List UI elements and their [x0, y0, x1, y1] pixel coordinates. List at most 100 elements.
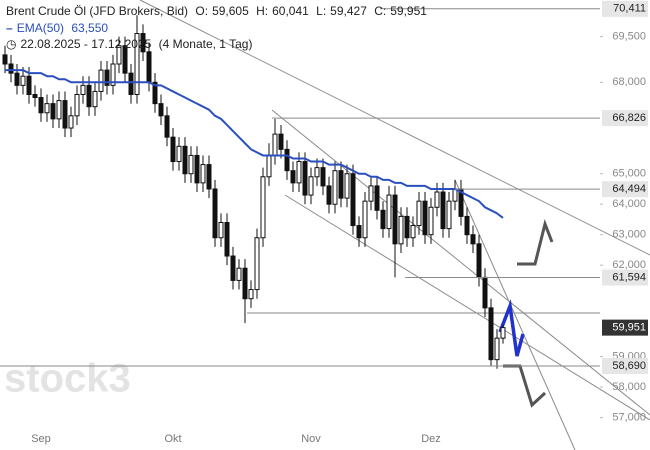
trend-line — [271, 109, 650, 416]
candle-body — [62, 100, 68, 129]
level-label-box — [602, 110, 648, 127]
candle-body — [104, 69, 110, 86]
level-label-box — [602, 181, 648, 198]
trend-line — [454, 179, 576, 450]
candle-body — [356, 225, 362, 239]
y-tick-label: 69,500 — [612, 30, 646, 42]
candle-body — [26, 75, 32, 95]
legend-value: 63,550 — [71, 20, 109, 35]
trend-line — [139, 0, 650, 256]
candle-body — [500, 327, 506, 339]
projection-arrow — [517, 219, 554, 266]
level-label: 66,826 — [612, 112, 646, 124]
candle-body — [494, 337, 500, 361]
candle-body — [428, 206, 434, 236]
level-label: 58,690 — [612, 360, 646, 372]
candle-body — [446, 200, 452, 230]
candle-body — [308, 176, 314, 196]
candle-body — [152, 81, 158, 105]
candle-body — [32, 93, 38, 99]
candle-body — [224, 222, 230, 257]
candle-body — [122, 45, 128, 74]
projection-arrow — [503, 364, 547, 408]
candle-body — [410, 225, 416, 239]
x-tick-label: Sep — [31, 433, 51, 445]
candle-body — [284, 148, 290, 172]
candle-body — [200, 164, 206, 184]
candle-body — [68, 115, 74, 129]
candle-body — [134, 33, 140, 95]
date-range: 22.08.2025 - 17.12.2025 — [20, 37, 152, 51]
candle-body — [386, 194, 392, 230]
candle-body — [332, 170, 338, 205]
candle-body — [194, 154, 200, 184]
candle-body — [464, 215, 470, 236]
candle-body — [146, 51, 152, 83]
x-tick-label: Nov — [301, 433, 321, 445]
ohlc-value: 60,041 — [272, 4, 309, 18]
chart-title: Brent Crude Öl (JFD Brokers, Bid) — [6, 4, 189, 18]
candle-body — [278, 133, 284, 150]
level-label: 61,594 — [612, 271, 646, 283]
y-tick-label: 64,000 — [612, 198, 646, 210]
range-line: ◷ 22.08.2025 - 17.12.2025 (4 Monate, 1 Ta… — [6, 36, 431, 53]
legend-entry: EMA(50) — [16, 20, 65, 35]
level-label-box — [602, 0, 648, 17]
candle-body — [362, 200, 368, 239]
ohlc-name: H: — [256, 4, 269, 18]
wave-drawing — [498, 299, 525, 357]
watermark: stock3 — [4, 357, 131, 401]
x-tick-label: Dez — [421, 433, 441, 445]
candle-body — [92, 90, 98, 108]
candle-body — [416, 200, 422, 227]
candle-body — [128, 72, 134, 95]
candle-body — [212, 188, 218, 239]
y-tick-label: 65,000 — [612, 168, 646, 180]
ohlc-name: L: — [316, 4, 327, 18]
candle-body — [482, 276, 488, 309]
candle-body — [266, 154, 272, 178]
candle-body — [248, 289, 254, 300]
y-tick-label: 57,000 — [612, 411, 646, 423]
candle-body — [206, 164, 212, 190]
ohlc-name: O: — [195, 4, 209, 18]
y-tick-label: 62,000 — [612, 259, 646, 271]
candle-body — [398, 215, 404, 245]
y-tick-label: 63,000 — [612, 229, 646, 241]
candle-body — [422, 200, 428, 236]
candle-body — [170, 136, 176, 163]
candle-body — [140, 33, 146, 53]
candle-body — [344, 173, 350, 199]
level-label-box — [602, 269, 648, 286]
legend-line: – EMA(50) 63,550 — [6, 20, 431, 37]
candle-body — [302, 161, 308, 196]
candle-body — [338, 170, 344, 199]
candle-body — [242, 267, 248, 300]
candle-body — [380, 209, 386, 230]
candle-body — [440, 191, 446, 230]
candle-body — [110, 63, 116, 86]
candle-body — [230, 255, 236, 281]
trend-lines — [139, 0, 650, 450]
candle-body — [272, 133, 278, 156]
trend-line — [284, 194, 650, 421]
candle-body — [80, 84, 86, 95]
candle-body — [14, 72, 20, 86]
candle-body — [56, 100, 62, 120]
candle-body — [320, 167, 326, 187]
candle-body — [74, 93, 80, 117]
candle-body — [20, 75, 26, 86]
ohlc-value: 59,427 — [330, 4, 367, 18]
candle-body — [8, 63, 14, 74]
current-price-label: 59,951 — [612, 322, 646, 334]
candle-body — [470, 234, 476, 245]
candle-body — [44, 103, 50, 114]
candle-body — [158, 103, 164, 117]
ohlc-value: 59,951 — [390, 4, 427, 18]
candle-body — [218, 222, 224, 239]
candle-body — [392, 194, 398, 245]
candle-body — [296, 161, 302, 184]
candle-body — [254, 237, 260, 291]
